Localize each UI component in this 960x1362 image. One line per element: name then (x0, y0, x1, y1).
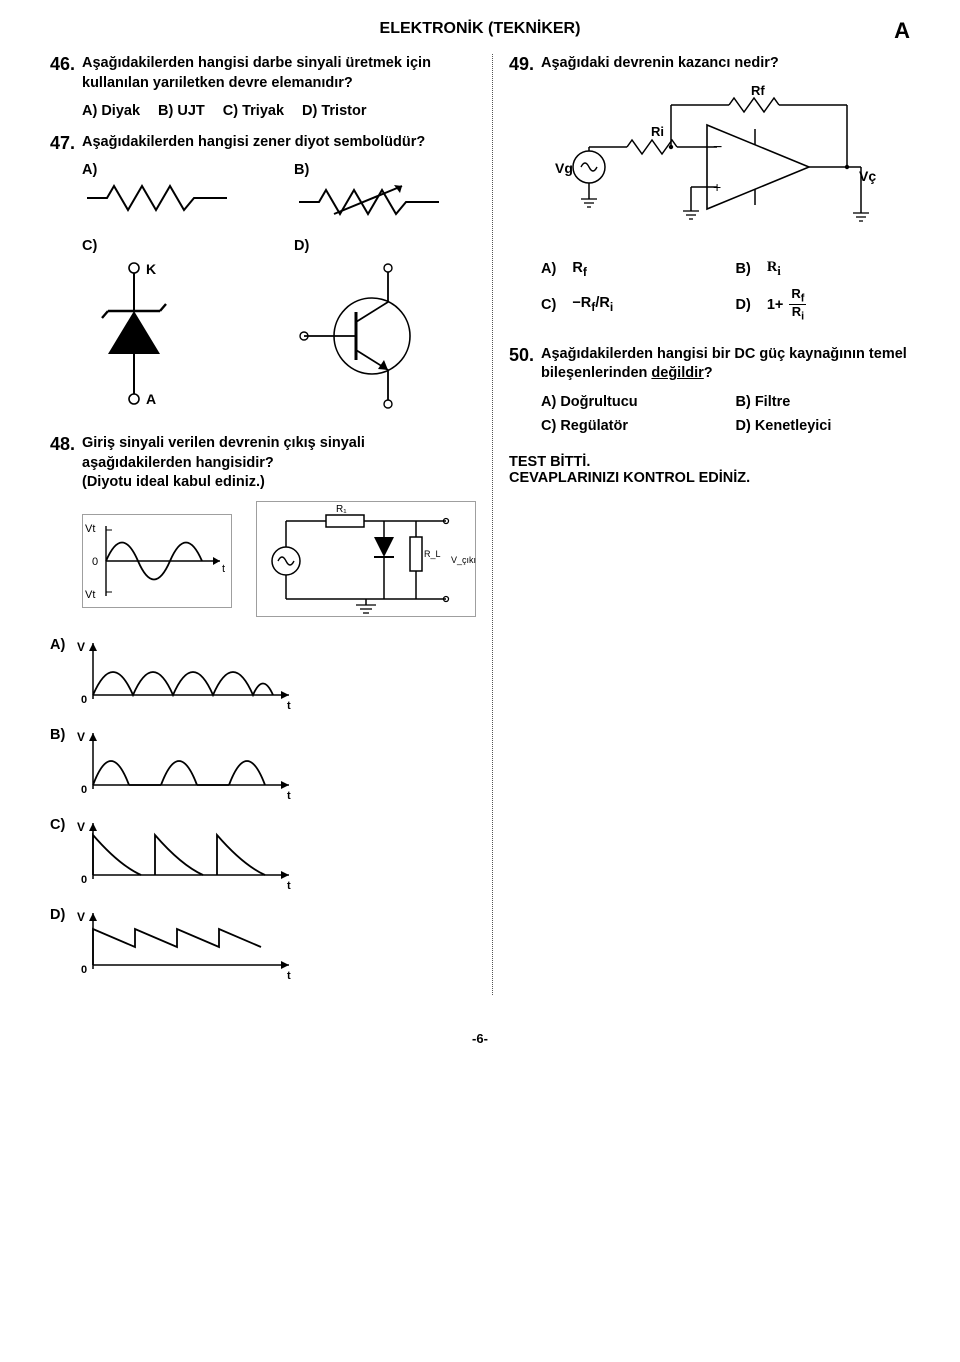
q48a-t: t (287, 700, 291, 711)
opamp-circuit-icon: Rf Ri (541, 81, 881, 249)
q48a-V: V (77, 640, 85, 654)
q49-vg: Vg (555, 160, 573, 176)
q48-label-c: C) (50, 817, 65, 833)
q48-note: (Diyotu ideal kabul ediniz.) (82, 474, 265, 490)
wave-d-icon: V 0 t (73, 907, 303, 981)
test-end: TEST BİTTİ. CEVAPLARINIZI KONTROL EDİNİZ… (509, 454, 910, 486)
q46-text: Aşağıdakilerden hangisi darbe sinyali ür… (82, 54, 476, 93)
q46-opt-a: A) Diyak (82, 103, 140, 119)
q48-vt-neg: Vt (85, 589, 95, 601)
q48c-0: 0 (81, 874, 87, 886)
wave-b-icon: V 0 t (73, 727, 303, 801)
q47-label-b: B) (294, 162, 476, 178)
page-letter: A (894, 18, 910, 44)
q48-vt-pos: Vt (85, 523, 95, 535)
page-footer: -6- (50, 1031, 910, 1046)
q50-num: 50. (509, 345, 541, 366)
test-end-l2: CEVAPLARINIZI KONTROL EDİNİZ. (509, 470, 910, 486)
q50-opt-d: D) Kenetleyici (736, 418, 911, 434)
q50-underline: değildir (651, 365, 703, 381)
q48-num: 48. (50, 434, 82, 455)
question-47: 47. Aşağıdakilerden hangisi zener diyot … (50, 133, 476, 416)
q48-label-b: B) (50, 727, 65, 743)
q49-ri: Ri (651, 124, 664, 139)
q49-num: 49. (509, 54, 541, 75)
page-title: ELEKTRONİK (TEKNİKER) (50, 20, 910, 38)
q48-rl: R_L (424, 549, 441, 559)
q48-t-axis: t (222, 563, 225, 575)
q48d-V: V (77, 910, 85, 924)
q48c-t: t (287, 880, 291, 891)
sine-input-icon: Vt 0 Vt t (82, 514, 232, 608)
q48-vout: V_çıkış (451, 555, 476, 565)
q48-text: Giriş sinyali verilen devrenin çıkış sin… (82, 434, 476, 493)
q48c-V: V (77, 820, 85, 834)
q48d-0: 0 (81, 964, 87, 976)
q48b-V: V (77, 730, 85, 744)
q50-opt-a: A) Doğrultucu (541, 394, 716, 410)
q47-num: 47. (50, 133, 82, 154)
q47-label-d: D) (294, 238, 476, 254)
question-50: 50. Aşağıdakilerden hangisi bir DC güç k… (509, 345, 910, 434)
q47-label-c: C) (82, 238, 264, 254)
q47-label-a: A) (82, 162, 264, 178)
q50-opt-c: C) Regülatör (541, 418, 716, 434)
q48b-t: t (287, 790, 291, 801)
q49-opt-a: A) Rf (541, 259, 716, 279)
wave-a-icon: V 0 t (73, 637, 303, 711)
q48-label-d: D) (50, 907, 65, 923)
q49-opt-d: D) 1+ Rf Ri (736, 287, 911, 323)
q49-rf: Rf (751, 83, 765, 98)
q50-opt-b: B) Filtre (736, 394, 911, 410)
circuit-icon: R₁ R_L (256, 501, 476, 621)
resistor-a-icon (82, 180, 232, 216)
q47-pin-a: A (146, 391, 156, 407)
q48d-t: t (287, 970, 291, 981)
svg-text:+: + (713, 179, 721, 195)
wave-c-icon: V 0 t (73, 817, 303, 891)
q47-pin-k: K (146, 261, 156, 277)
question-49: 49. Aşağıdaki devrenin kazancı nedir? Rf… (509, 54, 910, 323)
q46-opt-c: C) Triyak (223, 103, 284, 119)
q50-text: Aşağıdakilerden hangisi bir DC güç kayna… (541, 345, 910, 384)
q46-opt-b: B) UJT (158, 103, 205, 119)
transistor-d-icon (294, 256, 434, 416)
svg-text:−: − (713, 139, 722, 156)
q46-opt-d: D) Tristor (302, 103, 366, 119)
question-46: 46. Aşağıdakilerden hangisi darbe sinyal… (50, 54, 476, 119)
column-divider (492, 54, 493, 995)
q49-text: Aşağıdaki devrenin kazancı nedir? (541, 54, 779, 74)
q48a-0: 0 (81, 694, 87, 706)
q48-zero: 0 (92, 556, 98, 568)
q48-r1: R₁ (336, 504, 347, 515)
q48-label-a: A) (50, 637, 65, 653)
test-end-l1: TEST BİTTİ. (509, 454, 910, 470)
question-48: 48. Giriş sinyali verilen devrenin çıkış… (50, 434, 476, 981)
q48b-0: 0 (81, 784, 87, 796)
q49-opt-b: B) Ri (736, 259, 911, 279)
q47-text: Aşağıdakilerden hangisi zener diyot semb… (82, 133, 425, 153)
q49-opt-c: C) −Rf/Ri (541, 287, 716, 323)
q46-num: 46. (50, 54, 82, 75)
zener-c-icon: K A (82, 256, 202, 416)
resistor-b-icon (294, 180, 444, 220)
